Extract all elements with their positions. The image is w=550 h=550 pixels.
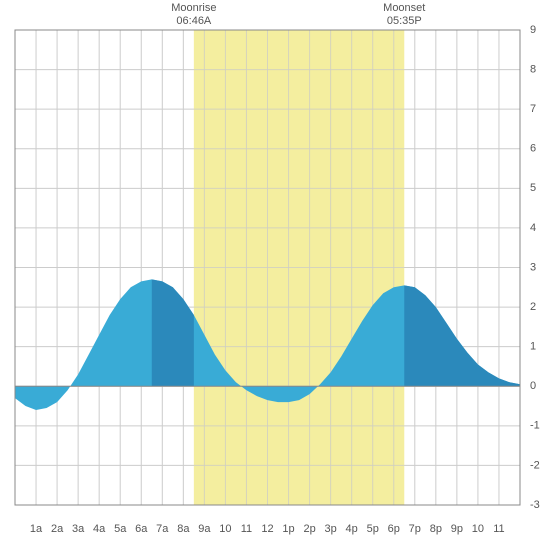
x-tick-label: 5p xyxy=(367,523,379,535)
tide-chart: -3-2-101234567891a2a3a4a5a6a7a8a9a101112… xyxy=(0,0,550,550)
moonset-time: 05:35P xyxy=(387,15,422,27)
x-tick-label: 10 xyxy=(472,523,484,535)
x-tick-label: 3p xyxy=(325,523,337,535)
x-tick-label: 7p xyxy=(409,523,421,535)
x-tick-label: 8p xyxy=(430,523,442,535)
x-tick-label: 1a xyxy=(30,523,43,535)
x-tick-label: 2a xyxy=(51,523,64,535)
y-tick-label: 0 xyxy=(530,380,536,392)
chart-svg: -3-2-101234567891a2a3a4a5a6a7a8a9a101112… xyxy=(0,0,550,550)
y-tick-label: 6 xyxy=(530,143,536,155)
y-tick-label: 9 xyxy=(530,24,536,36)
x-tick-label: 4p xyxy=(346,523,358,535)
x-tick-label: 11 xyxy=(241,523,252,535)
x-tick-label: 9a xyxy=(198,523,211,535)
moonrise-time: 06:46A xyxy=(176,15,211,27)
x-tick-label: 10 xyxy=(219,523,231,535)
x-tick-label: 1p xyxy=(282,523,294,535)
x-tick-label: 4a xyxy=(93,523,106,535)
x-tick-label: 9p xyxy=(451,523,463,535)
y-tick-label: 4 xyxy=(530,222,536,234)
y-tick-label: -3 xyxy=(530,499,540,511)
moonrise-annotation: Moonrise 06:46A xyxy=(164,2,224,28)
x-tick-label: 5a xyxy=(114,523,127,535)
y-tick-label: 3 xyxy=(530,261,536,273)
y-tick-label: -1 xyxy=(530,420,540,432)
x-tick-label: 6a xyxy=(135,523,148,535)
y-tick-label: 5 xyxy=(530,182,536,194)
x-tick-label: 2p xyxy=(303,523,315,535)
x-tick-label: 6p xyxy=(388,523,400,535)
y-tick-label: 7 xyxy=(530,103,536,115)
y-tick-label: 2 xyxy=(530,301,536,313)
moonset-annotation: Moonset 05:35P xyxy=(374,2,434,28)
x-tick-label: 3a xyxy=(72,523,85,535)
moonset-label: Moonset xyxy=(383,2,425,14)
x-tick-label: 11 xyxy=(493,523,504,535)
y-tick-label: -2 xyxy=(530,459,540,471)
x-tick-label: 7a xyxy=(156,523,169,535)
x-tick-label: 12 xyxy=(261,523,273,535)
y-tick-label: 1 xyxy=(530,341,536,353)
y-tick-label: 8 xyxy=(530,63,536,75)
moonrise-label: Moonrise xyxy=(171,2,216,14)
x-tick-label: 8a xyxy=(177,523,190,535)
